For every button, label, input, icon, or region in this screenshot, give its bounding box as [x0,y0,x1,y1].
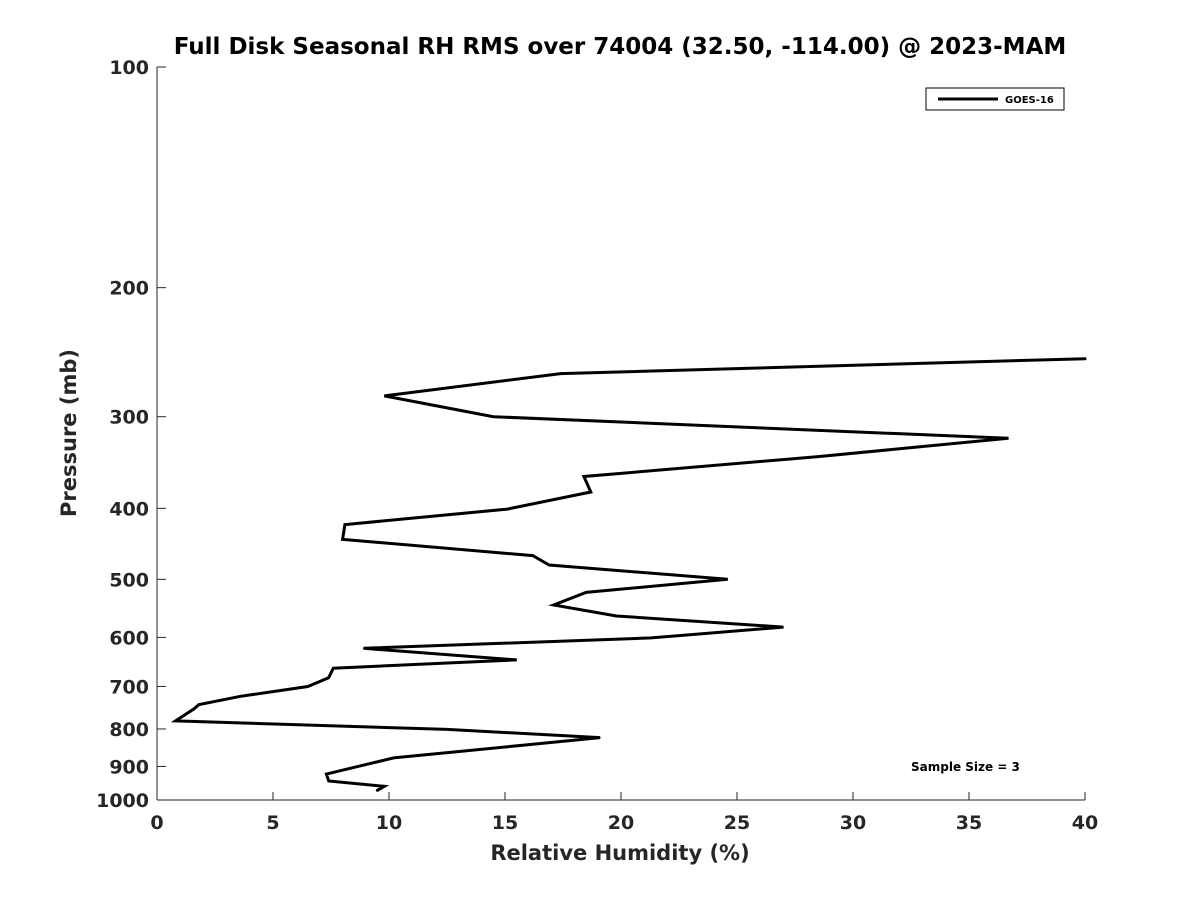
legend-label: GOES-16 [1005,95,1054,106]
data-layer [170,357,1087,792]
data-point [175,720,177,722]
data-point [583,476,585,478]
y-tick-label: 800 [109,719,149,741]
data-point [344,524,346,526]
y-tick-label: 500 [109,569,149,591]
data-point [328,677,330,679]
data-point [328,780,330,782]
series-line-goes-16 [170,357,1087,792]
data-point [1007,437,1009,439]
x-tick-label: 5 [266,812,279,834]
y-tick-label: 400 [109,498,149,520]
data-point [817,456,819,458]
data-point [782,626,784,628]
y-tick-label: 600 [109,627,149,649]
data-point [650,637,652,639]
data-point [560,373,562,375]
x-tick-label: 30 [840,812,866,834]
data-point [506,508,508,510]
data-point [615,615,617,617]
x-tick-label: 10 [376,812,402,834]
data-point [1084,358,1086,360]
x-tick-label: 0 [150,812,163,834]
data-point [393,757,395,759]
data-point [585,591,587,593]
y-tick-label: 300 [109,407,149,429]
data-point [590,491,592,493]
y-tick-label: 200 [109,278,149,300]
data-point [376,789,378,791]
data-point [516,659,518,661]
data-point [383,395,385,397]
data-point [446,728,448,730]
data-point [198,704,200,706]
y-tick-label: 900 [109,756,149,778]
data-point [518,745,520,747]
y-tick-label: 700 [109,676,149,698]
sample-size-annotation: Sample Size = 3 [911,760,1020,774]
x-tick-label: 20 [608,812,634,834]
x-axis-title: Relative Humidity (%) [490,841,749,865]
data-point [193,708,195,710]
data-point [325,773,327,775]
data-point [548,564,550,566]
data-point [307,685,309,687]
data-point [362,647,364,649]
data-point [383,785,385,787]
x-tick-label: 35 [956,812,982,834]
data-point [599,737,601,739]
data-point [532,555,534,557]
y-tick-label: 1000 [96,790,149,812]
data-point [727,578,729,580]
data-point [240,695,242,697]
chart-title: Full Disk Seasonal RH RMS over 74004 (32… [174,34,1067,60]
x-tick-label: 15 [492,812,518,834]
data-point [553,604,555,606]
data-point [356,766,358,768]
y-tick-label: 100 [109,57,149,79]
x-tick-label: 40 [1072,812,1098,834]
x-tick-label: 25 [724,812,750,834]
data-point [492,416,494,418]
y-axis-title: Pressure (mb) [57,349,81,517]
data-point [332,667,334,669]
legend: GOES-16 [925,87,1065,111]
axes: 0 5 10 15 20 25 30 35 40 100 200 300 400 500 600 700 800… [96,57,1098,834]
data-point [342,538,344,540]
